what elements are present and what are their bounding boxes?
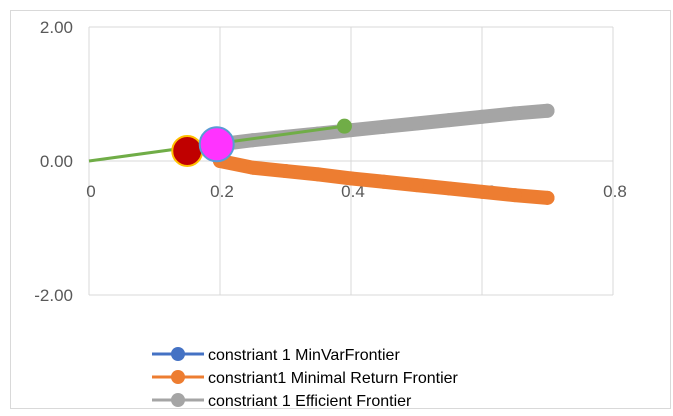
- legend-entry: constriant 1 MinVarFrontier: [152, 347, 400, 364]
- series-point: [475, 184, 489, 199]
- legend-entry: constriant 1 Efficient Frontier: [152, 393, 412, 410]
- highlight-layer: [171, 118, 352, 167]
- series-point: [442, 113, 457, 128]
- series-1: [213, 154, 555, 205]
- series-point: [245, 160, 260, 175]
- legend-label: constriant 1 Efficient Frontier: [208, 393, 412, 410]
- y-tick-label: -2.00: [34, 286, 73, 305]
- series-point: [344, 171, 358, 186]
- chart-border: [10, 10, 671, 409]
- series-point: [311, 167, 326, 182]
- series-point: [475, 109, 489, 124]
- series-point: [540, 103, 555, 118]
- x-tick-label: 0: [86, 182, 95, 201]
- legend-marker: [171, 347, 185, 361]
- series-point: [409, 178, 424, 193]
- legend-marker: [171, 393, 185, 407]
- x-tick-label: 0.2: [210, 182, 234, 201]
- highlight-point: [171, 134, 204, 167]
- y-tick-label: 2.00: [40, 18, 73, 37]
- legend-entry: constriant1 Minimal Return Frontier: [152, 370, 459, 387]
- series-point: [278, 129, 293, 144]
- series-point: [278, 164, 293, 179]
- legend: constriant 1 MinVarFrontier constriant1 M…: [152, 347, 459, 410]
- series-point: [376, 119, 391, 134]
- series-point: [507, 188, 522, 203]
- legend-label: constriant1 Minimal Return Frontier: [208, 370, 459, 387]
- series-point: [507, 106, 522, 121]
- highlight-point: [198, 126, 235, 163]
- legend-marker: [171, 370, 185, 384]
- series-point: [409, 116, 424, 131]
- series-point: [540, 190, 555, 205]
- highlight-point: [336, 118, 352, 134]
- x-tick-label: 0.4: [341, 182, 365, 201]
- series-point: [376, 174, 391, 189]
- legend-label: constriant 1 MinVarFrontier: [208, 347, 400, 364]
- x-tick-label: 0.8: [603, 182, 627, 201]
- series-point: [442, 181, 457, 196]
- y-tick-label: 0.00: [40, 152, 73, 171]
